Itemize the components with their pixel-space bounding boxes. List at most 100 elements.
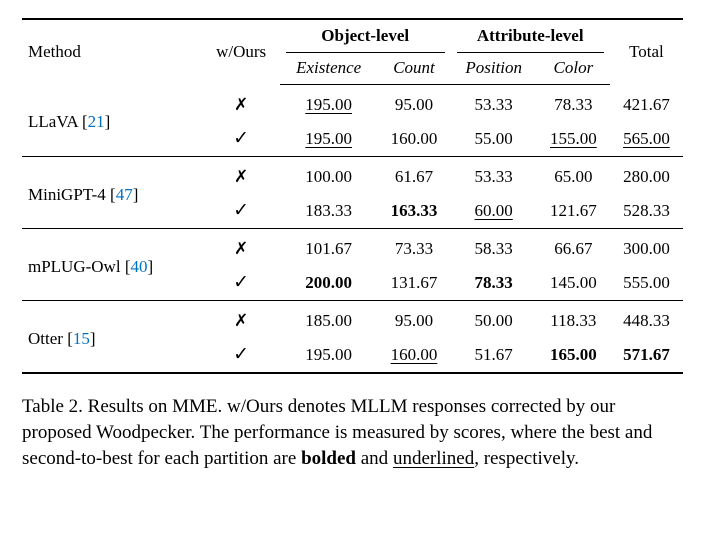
value: 53.33: [475, 95, 513, 114]
col-object-level-rule: [286, 52, 445, 53]
total-cell: 555.00: [610, 265, 683, 301]
count-cell: 160.00: [377, 121, 450, 157]
method-cell: mPLUG-Owl [40]: [22, 229, 202, 301]
value: 51.67: [475, 345, 513, 364]
wours-cell: ✓: [202, 121, 279, 157]
existence-cell: 195.00: [280, 337, 378, 373]
color-cell: 155.00: [537, 121, 610, 157]
color-cell: 118.33: [537, 301, 610, 338]
col-total: Total: [610, 19, 683, 85]
value: 95.00: [395, 311, 433, 330]
table-row: MiniGPT-4 [47]✗100.0061.6753.3365.00280.…: [22, 157, 683, 194]
value: 160.00: [391, 345, 438, 364]
value: 78.33: [475, 273, 513, 292]
value: 58.33: [475, 239, 513, 258]
value: 50.00: [475, 311, 513, 330]
existence-cell: 101.67: [280, 229, 378, 266]
col-attribute-level-label: Attribute-level: [477, 26, 584, 45]
wours-cell: ✓: [202, 337, 279, 373]
value: 200.00: [305, 273, 352, 292]
wours-cell: ✗: [202, 85, 279, 122]
value: 280.00: [623, 167, 670, 186]
color-cell: 165.00: [537, 337, 610, 373]
position-cell: 78.33: [451, 265, 537, 301]
value: 163.33: [391, 201, 438, 220]
table-row: mPLUG-Owl [40]✗101.6773.3358.3366.67300.…: [22, 229, 683, 266]
col-attribute-level: Attribute-level: [451, 19, 610, 52]
method-ref: 21: [88, 112, 105, 131]
position-cell: 60.00: [451, 193, 537, 229]
position-cell: 58.33: [451, 229, 537, 266]
method-name: Otter: [28, 329, 67, 348]
method-cell: Otter [15]: [22, 301, 202, 374]
value: 571.67: [623, 345, 670, 364]
method-ref: 47: [116, 185, 133, 204]
col-count: Count: [377, 52, 450, 85]
value: 61.67: [395, 167, 433, 186]
value: 53.33: [475, 167, 513, 186]
value: 131.67: [391, 273, 438, 292]
total-cell: 280.00: [610, 157, 683, 194]
position-cell: 50.00: [451, 301, 537, 338]
value: 60.00: [475, 201, 513, 220]
color-cell: 145.00: [537, 265, 610, 301]
existence-cell: 200.00: [280, 265, 378, 301]
color-cell: 78.33: [537, 85, 610, 122]
count-cell: 163.33: [377, 193, 450, 229]
value: 66.67: [554, 239, 592, 258]
color-cell: 66.67: [537, 229, 610, 266]
col-object-level-label: Object-level: [321, 26, 409, 45]
value: 565.00: [623, 129, 670, 148]
method-cell: MiniGPT-4 [47]: [22, 157, 202, 229]
total-cell: 421.67: [610, 85, 683, 122]
value: 195.00: [305, 129, 352, 148]
value: 185.00: [305, 311, 352, 330]
wours-cell: ✓: [202, 265, 279, 301]
value: 95.00: [395, 95, 433, 114]
wours-cell: ✗: [202, 229, 279, 266]
col-position: Position: [451, 52, 537, 85]
method-name: mPLUG-Owl: [28, 257, 125, 276]
color-cell: 121.67: [537, 193, 610, 229]
total-cell: 571.67: [610, 337, 683, 373]
value: 528.33: [623, 201, 670, 220]
col-color: Color: [537, 52, 610, 85]
value: 555.00: [623, 273, 670, 292]
caption-bolded: bolded: [301, 448, 356, 469]
value: 101.67: [305, 239, 352, 258]
count-cell: 95.00: [377, 301, 450, 338]
wours-cell: ✗: [202, 157, 279, 194]
value: 448.33: [623, 311, 670, 330]
total-cell: 565.00: [610, 121, 683, 157]
value: 118.33: [550, 311, 596, 330]
method-ref: 15: [73, 329, 90, 348]
total-cell: 448.33: [610, 301, 683, 338]
existence-cell: 195.00: [280, 85, 378, 122]
position-cell: 53.33: [451, 157, 537, 194]
wours-cell: ✓: [202, 193, 279, 229]
results-table: Method w/Ours Object-level Attribute-lev…: [22, 18, 683, 374]
count-cell: 95.00: [377, 85, 450, 122]
existence-cell: 185.00: [280, 301, 378, 338]
count-cell: 131.67: [377, 265, 450, 301]
table-caption: Table 2. Results on MME. w/Ours denotes …: [22, 394, 683, 473]
method-cell: LLaVA [21]: [22, 85, 202, 157]
method-name: LLaVA: [28, 112, 82, 131]
table-row: LLaVA [21]✗195.0095.0053.3378.33421.67: [22, 85, 683, 122]
caption-mid: and: [356, 448, 393, 469]
total-cell: 300.00: [610, 229, 683, 266]
wours-cell: ✗: [202, 301, 279, 338]
caption-underlined: underlined: [393, 448, 474, 469]
value: 160.00: [391, 129, 438, 148]
value: 65.00: [554, 167, 592, 186]
table-row: Otter [15]✗185.0095.0050.00118.33448.33: [22, 301, 683, 338]
method-name: MiniGPT-4: [28, 185, 110, 204]
value: 121.67: [550, 201, 597, 220]
col-attribute-level-rule: [457, 52, 604, 53]
col-existence: Existence: [280, 52, 378, 85]
count-cell: 73.33: [377, 229, 450, 266]
value: 100.00: [305, 167, 352, 186]
count-cell: 160.00: [377, 337, 450, 373]
existence-cell: 195.00: [280, 121, 378, 157]
existence-cell: 183.33: [280, 193, 378, 229]
